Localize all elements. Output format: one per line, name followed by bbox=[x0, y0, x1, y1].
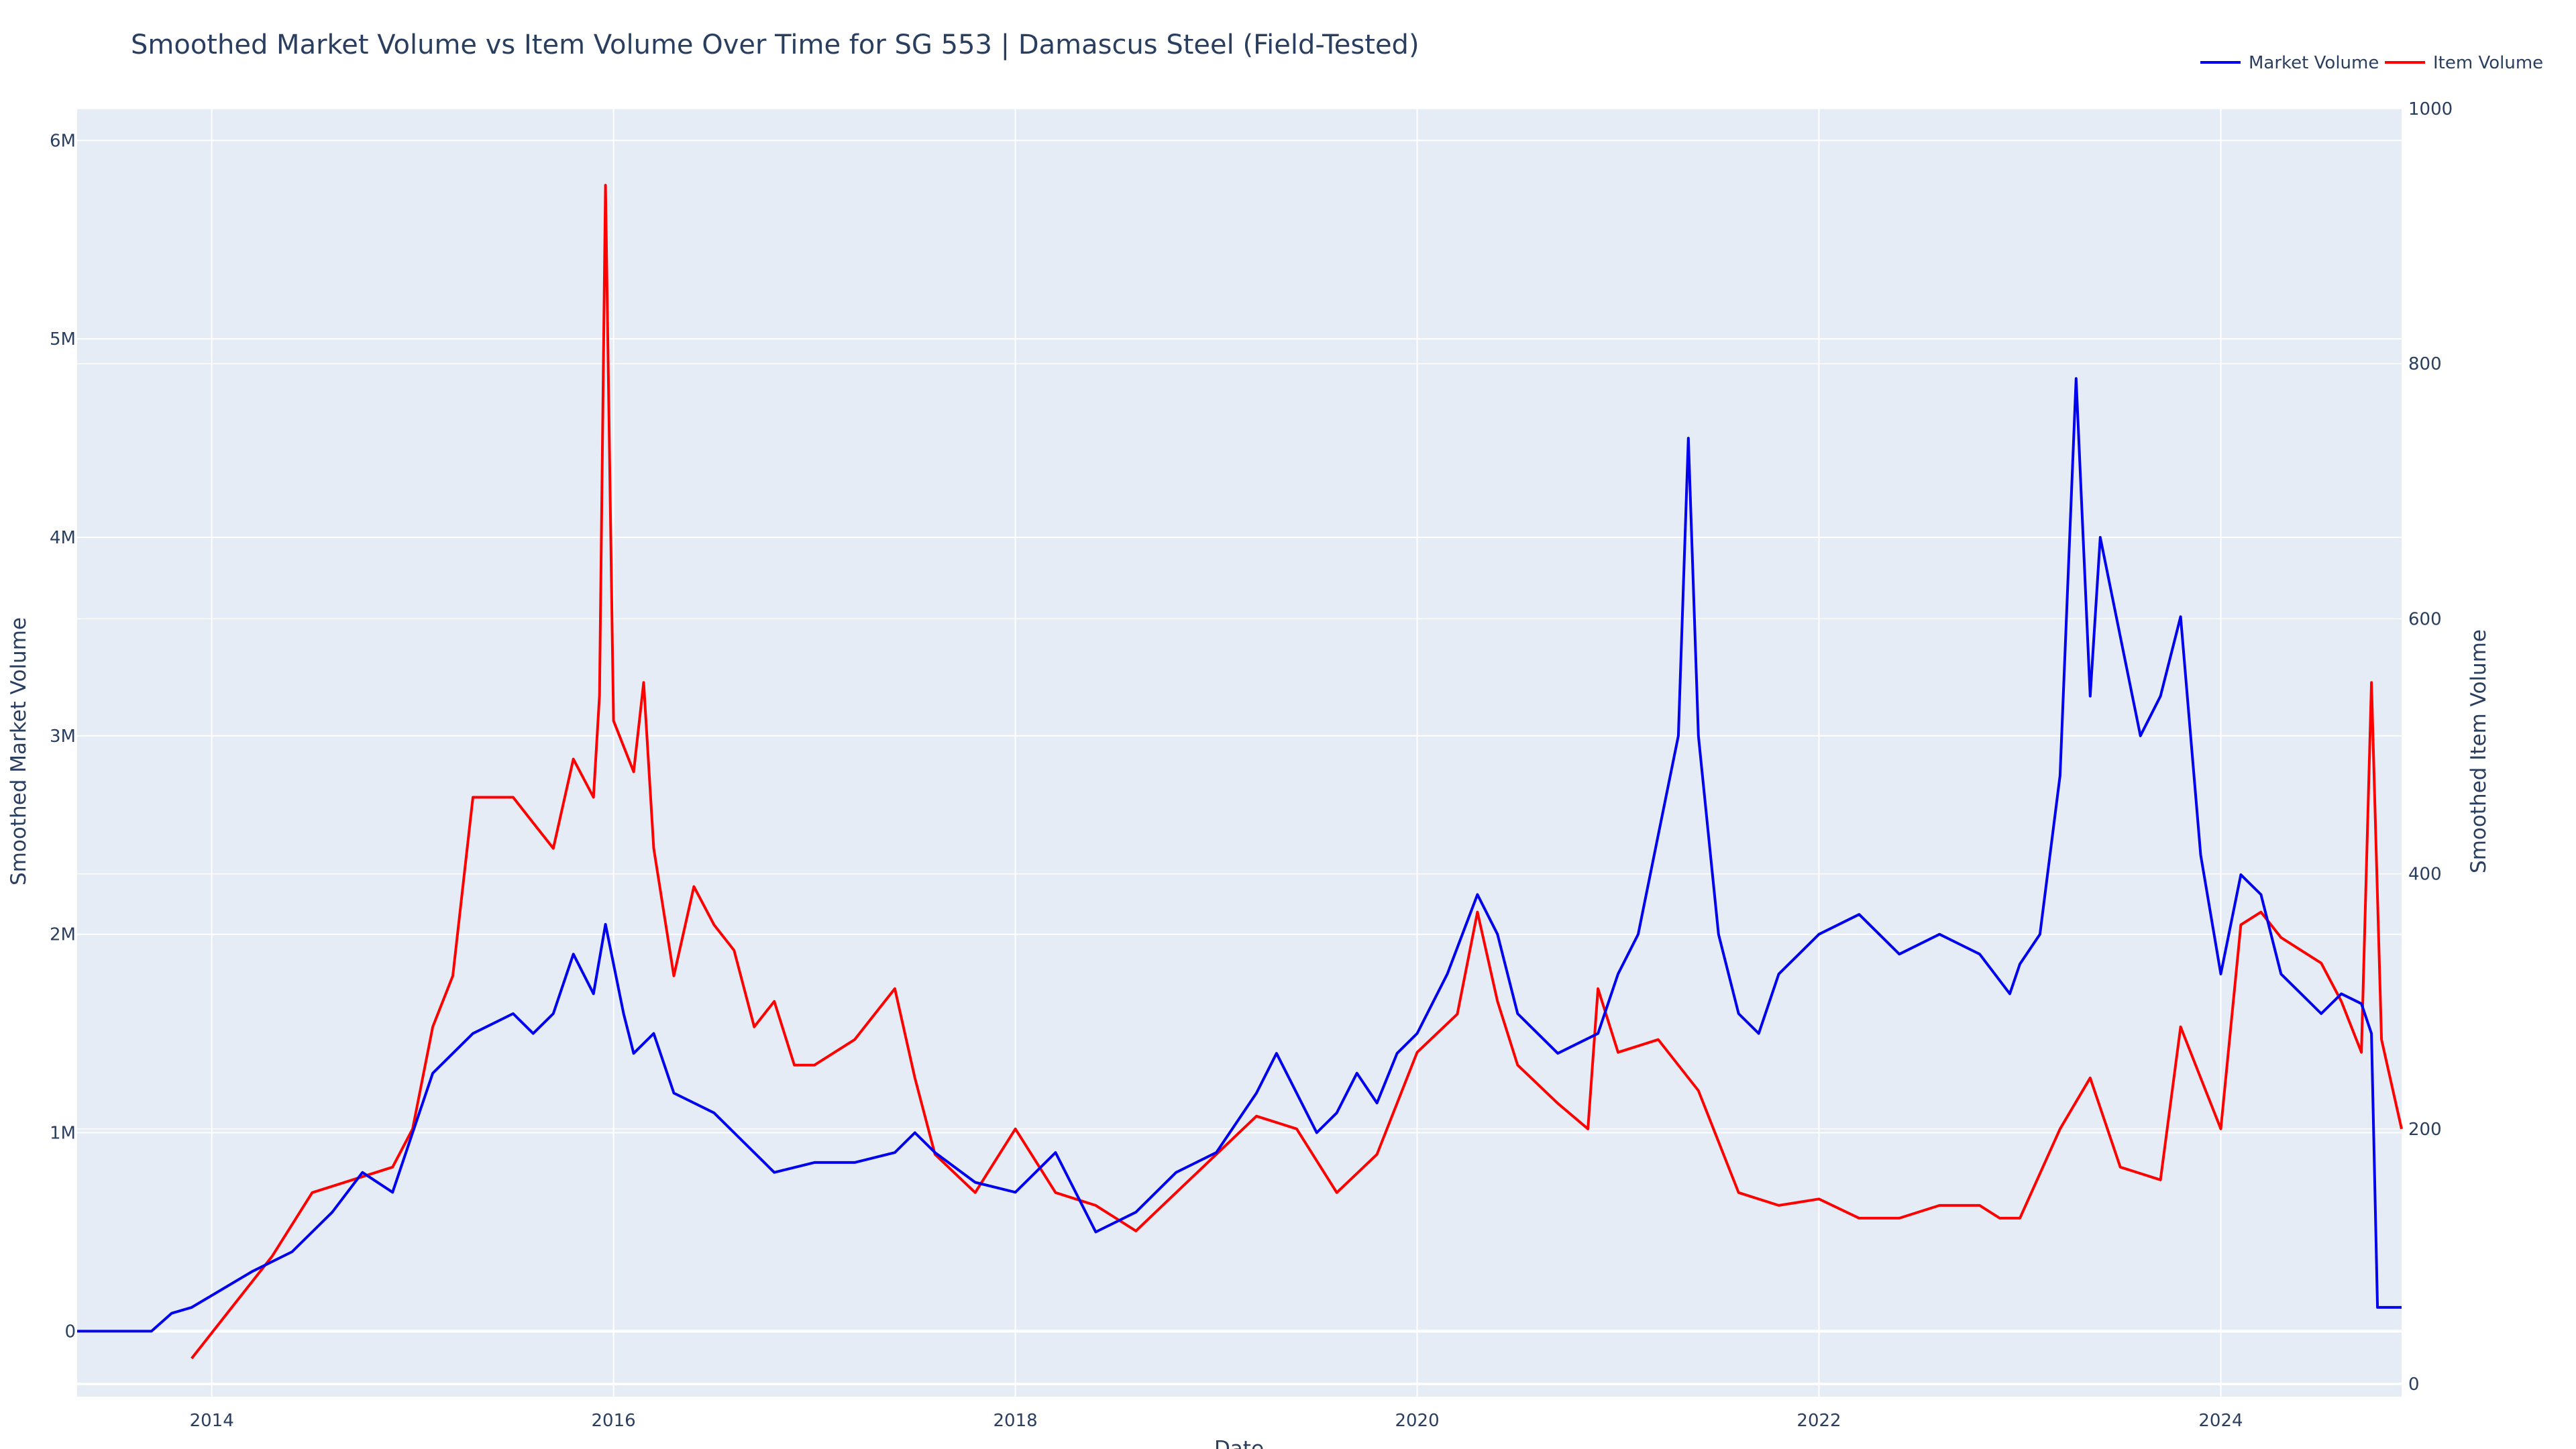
x-axis-title: Date bbox=[1214, 1437, 1264, 1449]
legend: Market Volume Item Volume bbox=[2200, 53, 2543, 73]
y-tick-label: 1M bbox=[50, 1124, 76, 1144]
market-volume-line bbox=[77, 377, 2402, 1333]
x-tick-labels: 2014 2016 2018 2020 2022 2024 bbox=[190, 1411, 2243, 1431]
x-tick-label: 2014 bbox=[190, 1411, 234, 1431]
y-tick-label: 6M bbox=[50, 131, 76, 151]
y2-tick-label: 800 bbox=[2408, 354, 2442, 374]
y2-tick-labels: 0 200 400 600 800 1000 bbox=[2408, 99, 2453, 1395]
y2-gridlines bbox=[77, 108, 2402, 1385]
x-gridlines bbox=[211, 109, 2222, 1397]
legend-label-market-volume: Market Volume bbox=[2249, 53, 2379, 73]
y-tick-labels: 0 1M 2M 3M 4M 5M 6M bbox=[50, 131, 76, 1342]
y2-tick-label: 0 bbox=[2408, 1375, 2420, 1395]
y2-tick-label: 1000 bbox=[2408, 99, 2453, 119]
x-tick-label: 2024 bbox=[2198, 1411, 2243, 1431]
item-volume-line bbox=[191, 184, 2403, 1360]
y2-tick-label: 200 bbox=[2408, 1120, 2442, 1140]
legend-label-item-volume: Item Volume bbox=[2433, 53, 2543, 73]
y-tick-label: 4M bbox=[50, 528, 76, 548]
x-tick-label: 2020 bbox=[1395, 1411, 1439, 1431]
y-gridlines bbox=[77, 140, 2402, 1333]
x-tick-label: 2022 bbox=[1796, 1411, 1841, 1431]
y-tick-label: 0 bbox=[64, 1322, 76, 1342]
x-tick-label: 2016 bbox=[592, 1411, 636, 1431]
y-tick-label: 2M bbox=[50, 925, 76, 945]
y2-tick-label: 400 bbox=[2408, 865, 2442, 885]
y-tick-label: 5M bbox=[50, 329, 76, 350]
y-axis-title: Smoothed Market Volume bbox=[7, 617, 31, 885]
x-tick-label: 2018 bbox=[993, 1411, 1037, 1431]
chart-title: Smoothed Market Volume vs Item Volume Ov… bbox=[131, 30, 1419, 60]
y-tick-label: 3M bbox=[50, 727, 76, 747]
y2-axis-title: Smoothed Item Volume bbox=[2467, 629, 2491, 873]
y2-tick-label: 600 bbox=[2408, 609, 2442, 629]
series-layer bbox=[77, 184, 2403, 1360]
plot-area bbox=[77, 109, 2402, 1397]
